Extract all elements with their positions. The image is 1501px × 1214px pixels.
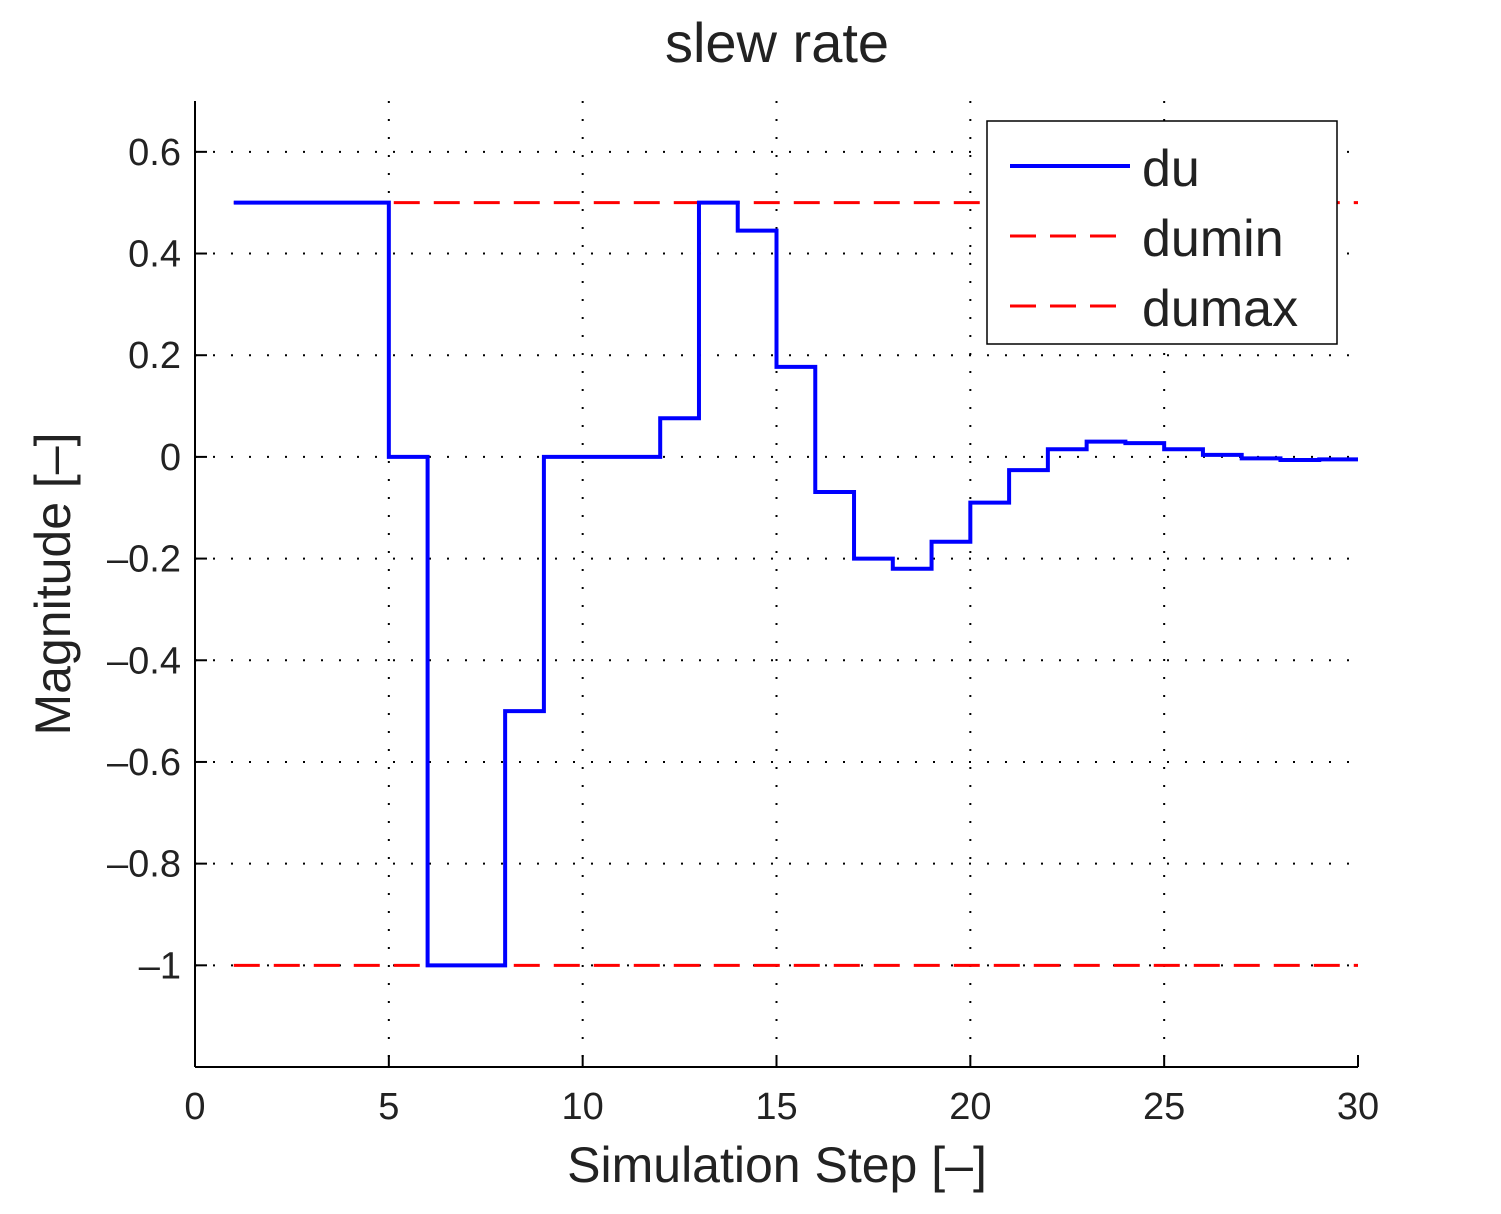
y-tick-label: 0.4 xyxy=(128,234,181,276)
x-axis-label: Simulation Step [–] xyxy=(567,1137,987,1193)
legend: du dumin dumax xyxy=(986,120,1338,345)
x-tick-label: 5 xyxy=(378,1086,399,1128)
y-tick-label: –0.4 xyxy=(107,640,181,682)
y-axis-label: Magnitude [–] xyxy=(25,433,81,736)
x-tick-label: 15 xyxy=(755,1086,797,1128)
x-tick-label: 10 xyxy=(562,1086,604,1128)
y-tick-label: 0.6 xyxy=(128,132,181,174)
legend-label-dumin: dumin xyxy=(1142,210,1284,268)
legend-label-dumax: dumax xyxy=(1142,280,1298,338)
y-tick-label: –0.2 xyxy=(107,539,181,581)
x-tick-label: 25 xyxy=(1143,1086,1185,1128)
x-tick-label: 30 xyxy=(1337,1086,1379,1128)
y-tick-label: 0.2 xyxy=(128,335,181,377)
chart-title: slew rate xyxy=(665,11,889,74)
y-tick-label: –0.8 xyxy=(107,844,181,886)
series-du xyxy=(233,200,1358,968)
legend-label-du: du xyxy=(1142,140,1200,198)
y-tick-label: –1 xyxy=(139,945,181,987)
x-tick-label: 20 xyxy=(949,1086,991,1128)
x-tick-label: 0 xyxy=(184,1086,205,1128)
y-tick-label: 0 xyxy=(160,437,181,479)
y-tick-label: –0.6 xyxy=(107,742,181,784)
